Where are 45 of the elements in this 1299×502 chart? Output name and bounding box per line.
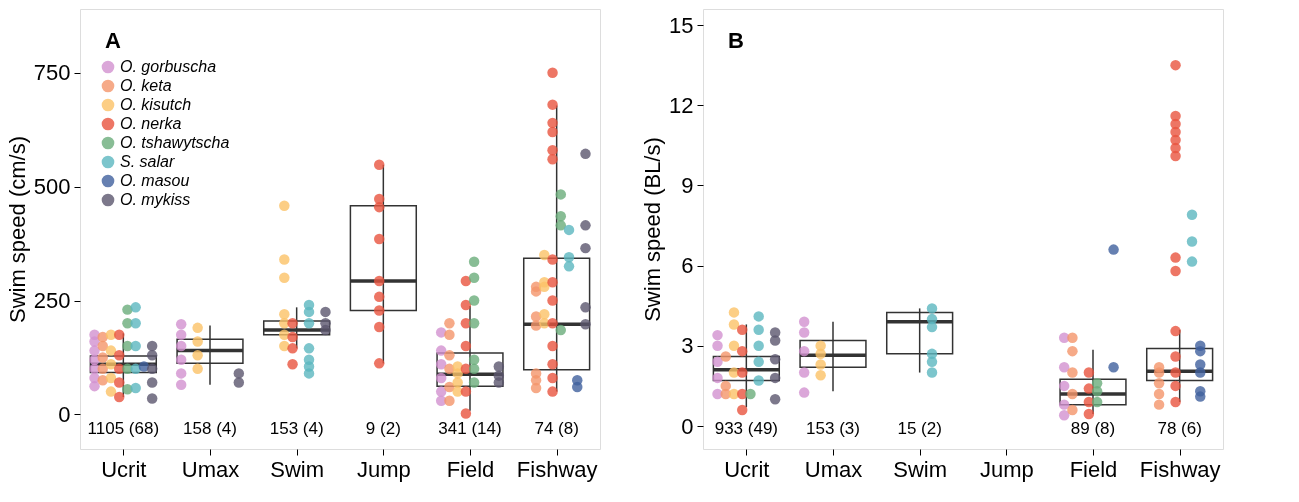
annotation: 15 (2) xyxy=(897,419,942,438)
annotation: 74 (8) xyxy=(534,419,579,438)
legend-label: O. masou xyxy=(120,172,190,189)
legend-label: O. mykiss xyxy=(120,191,191,208)
legend-label: O. gorbuscha xyxy=(120,58,217,75)
annotation: B xyxy=(728,28,744,53)
x-tick-label: Umax xyxy=(804,456,863,482)
x-tick-label: Field xyxy=(446,456,495,482)
y-tick-label: 0 xyxy=(58,401,71,427)
annotation: 9 (2) xyxy=(365,419,401,438)
x-tick-label: Jump xyxy=(979,456,1034,482)
x-tick-label: Field xyxy=(1069,456,1118,482)
y-tick-label: 12 xyxy=(669,92,694,118)
x-tick-label: Fishway xyxy=(516,456,598,482)
y-tick-label: 500 xyxy=(33,174,71,200)
annotation: 153 (4) xyxy=(269,419,324,438)
y-axis-title: Swim speed (BL/s) xyxy=(640,137,666,322)
y-axis-title: Swim speed (cm/s) xyxy=(4,135,30,324)
annotation: 78 (6) xyxy=(1157,419,1202,438)
y-tick-label: 0 xyxy=(681,413,694,439)
x-tick-label: Ucrit xyxy=(724,456,770,482)
x-tick-label: Jump xyxy=(356,456,411,482)
annotation: 158 (4) xyxy=(183,419,237,438)
annotation: 89 (8) xyxy=(1070,419,1116,438)
y-tick-label: 15 xyxy=(669,12,694,38)
annotation: 153 (3) xyxy=(806,419,860,438)
legend-label: O. nerka xyxy=(120,115,182,132)
annotation: 1105 (68) xyxy=(87,419,160,438)
legend-label: S. salar xyxy=(120,153,175,170)
x-tick-label: Swim xyxy=(893,456,948,482)
y-tick-label: 6 xyxy=(681,253,694,279)
legend-label: O. keta xyxy=(120,77,172,94)
legend-label: O. tshawytscha xyxy=(120,134,230,151)
x-tick-label: Umax xyxy=(181,456,240,482)
annotation: A xyxy=(105,28,121,53)
x-tick-label: Swim xyxy=(270,456,325,482)
y-tick-label: 3 xyxy=(681,333,694,359)
x-tick-label: Ucrit xyxy=(101,456,147,482)
legend-label: O. kisutch xyxy=(120,96,192,113)
y-tick-label: 250 xyxy=(33,288,71,314)
y-tick-label: 9 xyxy=(681,172,694,198)
annotation: 933 (49) xyxy=(714,419,778,438)
x-tick-label: Fishway xyxy=(1139,456,1221,482)
y-tick-label: 750 xyxy=(33,60,71,86)
annotation: 341 (14) xyxy=(438,419,502,438)
